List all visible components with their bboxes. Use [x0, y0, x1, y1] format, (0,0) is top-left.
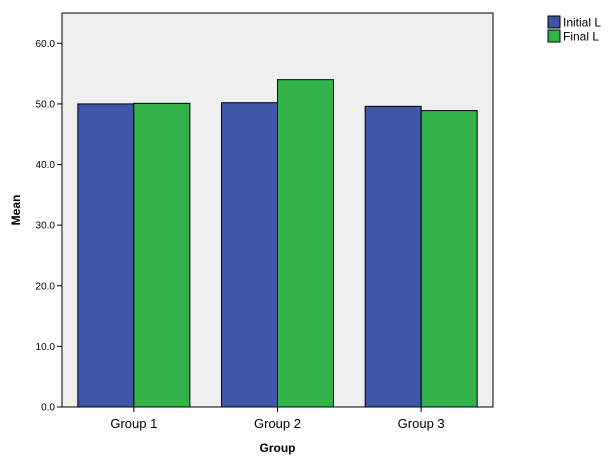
- bar-initial-l-group-1: [77, 103, 135, 408]
- y-tick-label: 20.0: [36, 281, 56, 292]
- legend-label: Initial L: [563, 16, 601, 30]
- y-axis-title: Mean: [9, 195, 23, 226]
- bars-group: [77, 79, 478, 408]
- legend-swatch: [547, 29, 561, 43]
- bar-final-l-group-1: [133, 102, 191, 408]
- bar-final-l-group-2: [277, 79, 334, 408]
- x-tick-label: Group 2: [254, 416, 301, 431]
- y-tick-label: 60.0: [36, 39, 56, 50]
- x-axis-ticks: Group 1 Group 2 Group 3: [110, 407, 445, 431]
- bar-initial-l-group-3: [364, 105, 422, 408]
- y-tick-label: 50.0: [36, 99, 56, 110]
- x-tick-label: Group 3: [398, 416, 445, 431]
- y-tick-label: 0.0: [41, 403, 55, 414]
- x-tick-label: Group 1: [110, 416, 157, 431]
- y-tick-label: 40.0: [36, 160, 56, 171]
- legend-label: Final L: [563, 30, 599, 44]
- bar-final-l-group-3: [420, 110, 478, 408]
- y-tick-label: 30.0: [36, 221, 56, 232]
- y-axis-ticks: 0.0 10.0 20.0 30.0 40.0 50.0 60.0: [36, 39, 62, 414]
- y-tick-label: 10.0: [36, 342, 56, 353]
- bar-initial-l-group-2: [221, 102, 278, 408]
- x-axis-title: Group: [260, 441, 296, 455]
- legend-swatch: [547, 15, 561, 29]
